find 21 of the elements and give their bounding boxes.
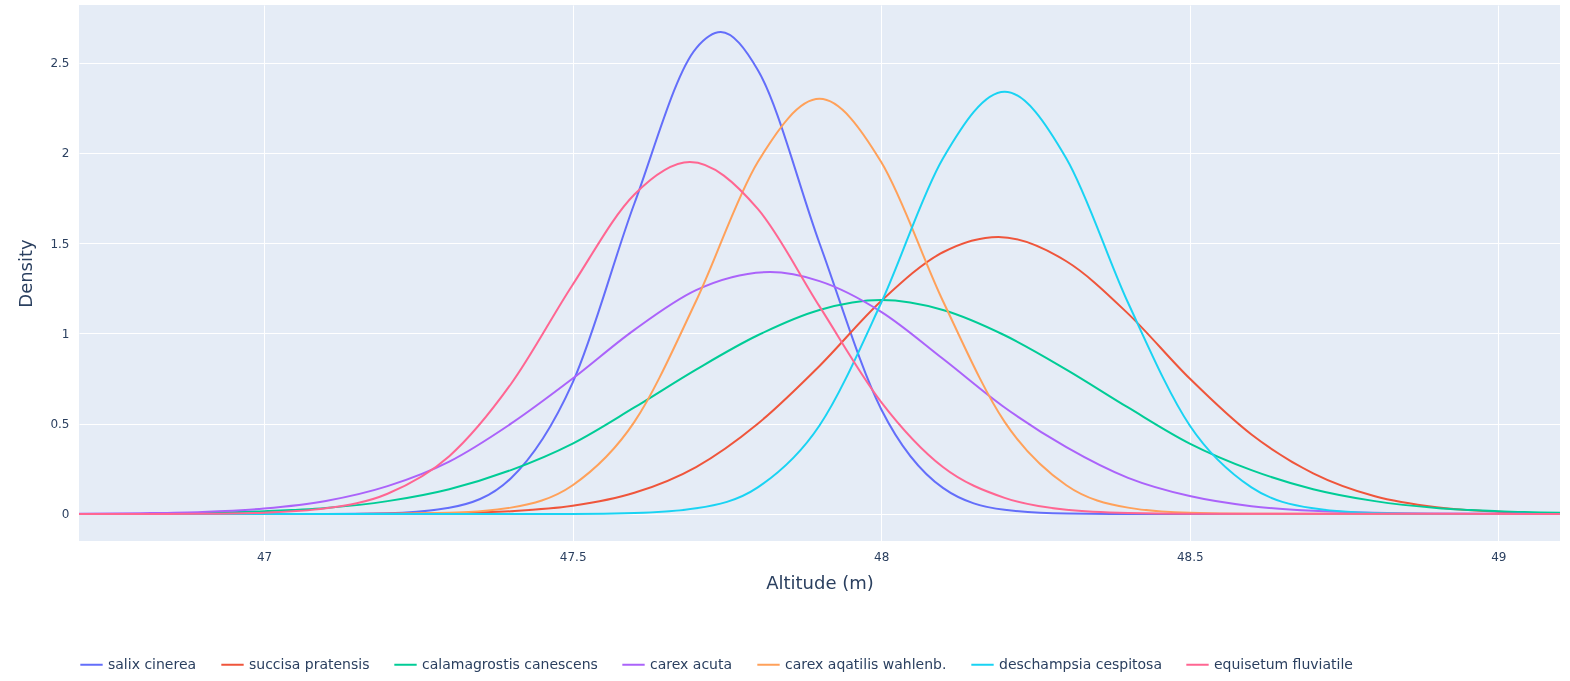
y-axis-title: Density: [15, 238, 37, 308]
x-tick-label: 47.5: [559, 549, 587, 564]
legend-label: deschampsia cespitosa: [999, 655, 1162, 672]
y-tick-label: 2: [61, 146, 70, 161]
legend-label: succisa pratensis: [249, 655, 370, 672]
y-tick-label: 1.5: [50, 236, 70, 251]
x-tick-label: 48: [874, 549, 890, 564]
x-tick-label: 49: [1491, 549, 1507, 564]
legend-label: carex acuta: [650, 655, 733, 672]
y-tick-label: 0: [61, 507, 70, 522]
x-tick-label: 48.5: [1176, 549, 1204, 564]
y-tick-label: 1: [61, 326, 70, 341]
legend-label: calamagrostis canescens: [422, 655, 598, 672]
line-series: [79, 161, 1560, 515]
x-tick-label: 47: [256, 549, 273, 564]
legend-label: equisetum fluviatile: [1214, 655, 1353, 672]
legend-label: salix cinerea: [108, 655, 197, 672]
x-axis-title: Altitude (m): [766, 571, 874, 593]
y-tick-label: 2.5: [50, 56, 70, 71]
legend-label: carex aqatilis wahlenb.: [785, 655, 947, 672]
y-tick-label: 0.5: [50, 417, 70, 432]
